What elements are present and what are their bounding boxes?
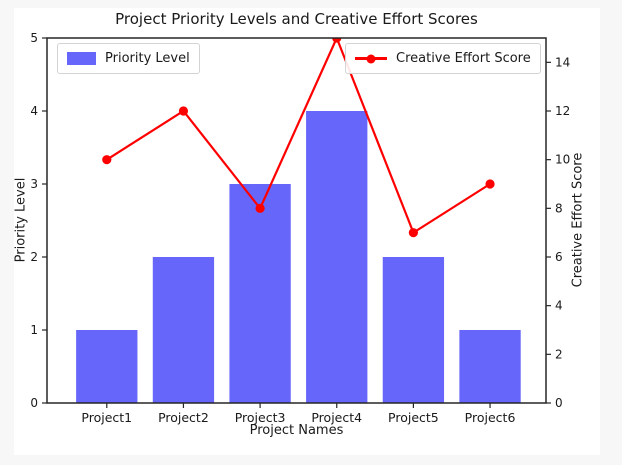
effort-line-series — [102, 38, 495, 238]
left-tick-label: 3 — [30, 177, 38, 191]
legend-creative-effort: Creative Effort Score — [345, 43, 541, 74]
right-tick-label: 12 — [555, 104, 570, 118]
bar-swatch-icon — [67, 52, 96, 65]
effort-point-Project3 — [255, 203, 265, 213]
x-axis-label: Project Names — [249, 423, 344, 438]
right-tick-label: 6 — [555, 250, 563, 264]
left-axis-label: Priority Level — [13, 177, 29, 263]
effort-point-Project4 — [332, 38, 342, 43]
right-tick-label: 2 — [555, 347, 563, 361]
effort-point-Project2 — [178, 106, 189, 116]
right-tick-label: 10 — [555, 153, 570, 167]
axes-spines — [46, 37, 547, 404]
x-tick-label: Project1 — [81, 410, 132, 425]
bar-Project2 — [152, 257, 215, 403]
line-swatch-icon — [355, 57, 387, 60]
effort-point-Project6 — [485, 179, 495, 189]
chart-figure: 0 1 2 3 4 5 0 2 4 6 8 10 12 14 Project1 Project2 Project… — [14, 8, 600, 455]
bar-Project1 — [76, 330, 138, 403]
effort-point-Project1 — [102, 155, 112, 165]
left-tick-label: 2 — [30, 250, 38, 264]
effort-point-Project5 — [408, 228, 418, 238]
x-tick-label: Project2 — [158, 410, 209, 425]
right-tick-label: 8 — [555, 201, 563, 215]
left-tick-label: 5 — [30, 31, 38, 45]
bar-Project5 — [382, 257, 445, 403]
bar-Project6 — [459, 330, 521, 403]
right-axis-label: Creative Effort Score — [570, 152, 586, 288]
x-tick-label: Project6 — [465, 410, 516, 425]
right-tick-label: 14 — [555, 55, 570, 69]
left-tick-label: 4 — [30, 104, 38, 118]
chart-title: Project Priority Levels and Creative Eff… — [115, 10, 478, 28]
left-tick-label: 1 — [30, 323, 38, 337]
legend-priority-level: Priority Level — [57, 43, 200, 74]
bar-Project4 — [306, 111, 368, 403]
right-tick-label: 4 — [555, 299, 563, 313]
legend-priority-label: Priority Level — [105, 51, 190, 66]
bar-Project3 — [229, 184, 291, 403]
left-tick-label: 0 — [30, 396, 38, 410]
right-tick-label: 0 — [555, 396, 563, 410]
x-tick-label: Project4 — [311, 410, 362, 425]
x-tick-label: Project5 — [388, 410, 439, 425]
x-tick-label: Project3 — [235, 410, 286, 425]
legend-effort-label: Creative Effort Score — [396, 51, 531, 66]
effort-line — [106, 38, 491, 235]
